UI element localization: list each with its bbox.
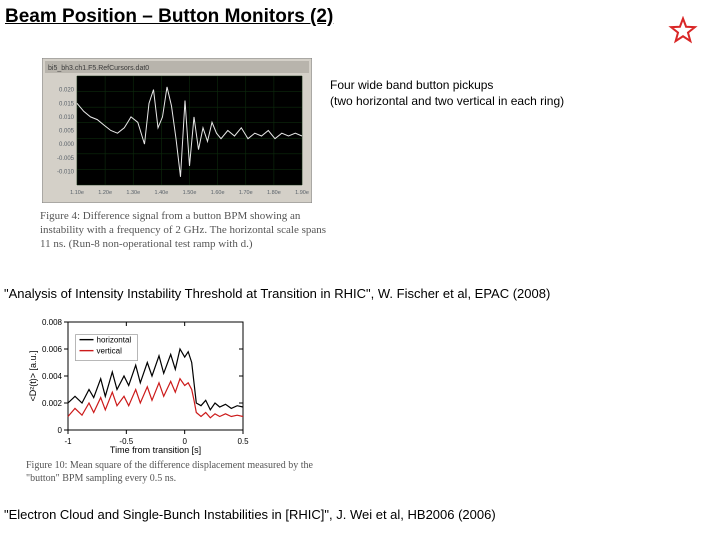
figure-1: bi5_bh3.ch1.F5.RefCursors.dat0 -0.010 -0.0… xyxy=(42,58,312,208)
svg-text:0.005: 0.005 xyxy=(59,129,75,135)
svg-text:bi5_bh3.ch1.F5.RefCursors.dat0: bi5_bh3.ch1.F5.RefCursors.dat0 xyxy=(48,65,149,72)
figure-2-caption: Figure 10: Mean square of the difference… xyxy=(26,460,326,485)
svg-text:<D²(t)> [a.u.]: <D²(t)> [a.u.] xyxy=(28,350,38,401)
svg-text:1.90e: 1.90e xyxy=(295,190,309,196)
svg-text:1.20e: 1.20e xyxy=(98,190,112,196)
svg-text:0.008: 0.008 xyxy=(42,318,63,327)
figure-1-caption: Figure 4: Difference signal from a butto… xyxy=(40,210,330,251)
svg-text:1.60e: 1.60e xyxy=(211,190,225,196)
slide: Beam Position – Button Monitors (2) bi5_… xyxy=(0,0,720,540)
svg-text:1.10e: 1.10e xyxy=(70,190,84,196)
svg-text:1.40e: 1.40e xyxy=(154,190,168,196)
slide-title: Beam Position – Button Monitors (2) xyxy=(5,6,333,28)
pickup-note-line1: Four wide band button pickups xyxy=(330,78,564,94)
svg-text:0.010: 0.010 xyxy=(59,115,75,121)
citation-1: "Analysis of Intensity Instability Thres… xyxy=(4,286,550,301)
svg-text:-0.005: -0.005 xyxy=(57,156,75,162)
svg-text:0.004: 0.004 xyxy=(42,372,63,381)
figure-2-caption-label: Figure 10: xyxy=(26,460,67,471)
svg-text:-1: -1 xyxy=(64,437,72,446)
svg-text:0.000: 0.000 xyxy=(59,142,75,148)
svg-text:0.015: 0.015 xyxy=(59,101,75,107)
svg-text:0.5: 0.5 xyxy=(237,437,249,446)
svg-text:0.006: 0.006 xyxy=(42,345,63,354)
figure-1-caption-body: Difference signal from a button BPM show… xyxy=(40,210,326,250)
citation-2: "Electron Cloud and Single-Bunch Instabi… xyxy=(4,507,496,522)
figure-2: 00.0020.0040.0060.008-1-0.500.5Time from… xyxy=(24,316,249,461)
svg-text:0.020: 0.020 xyxy=(59,88,75,94)
svg-text:0.002: 0.002 xyxy=(42,399,63,408)
svg-text:1.50e: 1.50e xyxy=(183,190,197,196)
pickup-note-line2: (two horizontal and two vertical in each… xyxy=(330,94,564,110)
svg-text:Time from transition [s]: Time from transition [s] xyxy=(110,445,201,455)
figure-2-caption-body: Mean square of the difference displaceme… xyxy=(26,460,313,484)
svg-text:1.70e: 1.70e xyxy=(239,190,253,196)
svg-text:0: 0 xyxy=(58,426,63,435)
svg-text:-0.010: -0.010 xyxy=(57,169,75,175)
svg-text:horizontal: horizontal xyxy=(97,336,132,345)
figure-1-caption-label: Figure 4: xyxy=(40,210,80,222)
svg-text:vertical: vertical xyxy=(97,347,123,356)
svg-text:1.80e: 1.80e xyxy=(267,190,281,196)
star-icon xyxy=(668,16,698,51)
pickup-note: Four wide band button pickups (two horiz… xyxy=(330,78,564,109)
svg-text:1.30e: 1.30e xyxy=(126,190,140,196)
